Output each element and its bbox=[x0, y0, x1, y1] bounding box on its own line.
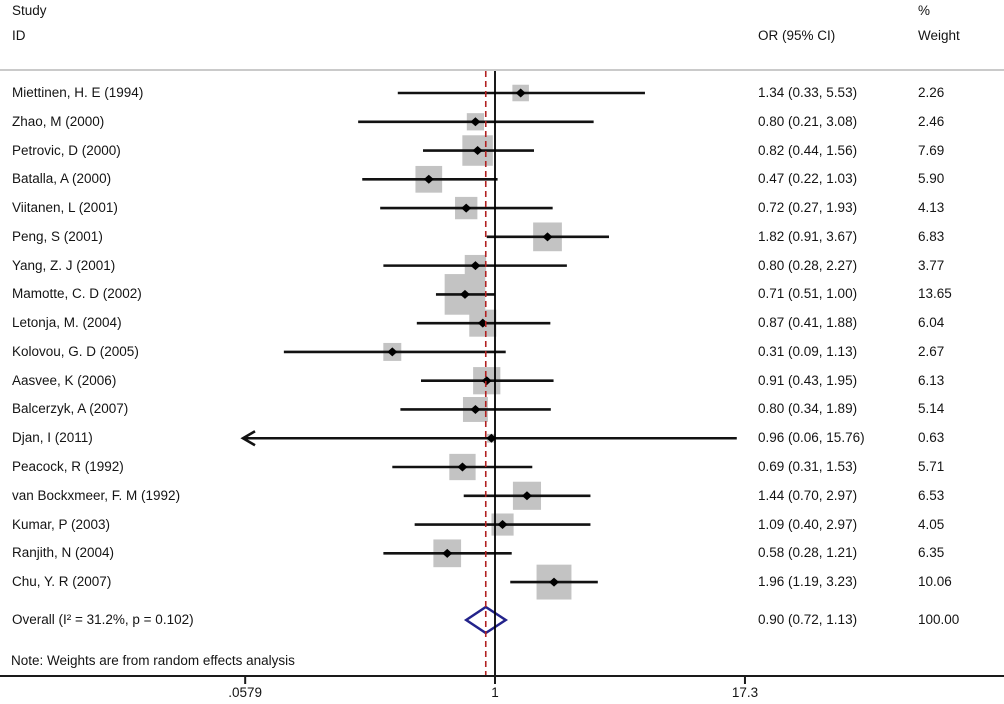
or-value: 0.80 (0.28, 2.27) bbox=[758, 257, 858, 273]
or-value: 1.34 (0.33, 5.53) bbox=[758, 85, 858, 100]
overall-diamond bbox=[463, 605, 509, 635]
effect-marker bbox=[470, 404, 481, 414]
axis-tick-label: 1 bbox=[491, 685, 499, 700]
or-value: 0.47 (0.22, 1.03) bbox=[758, 171, 858, 187]
weight-value: 6.83 bbox=[918, 228, 945, 244]
effect-marker bbox=[486, 433, 497, 443]
study-label: Batalla, A (2000) bbox=[12, 171, 112, 187]
weight-value: 0.63 bbox=[918, 430, 945, 446]
effect-marker bbox=[497, 520, 508, 530]
weight-value: 3.77 bbox=[918, 257, 945, 273]
percent-header: % bbox=[918, 3, 931, 18]
study-header-line1: Study bbox=[12, 3, 47, 18]
or-value: 0.72 (0.27, 1.93) bbox=[758, 200, 858, 216]
weight-column-header: Weight bbox=[918, 28, 960, 43]
effect-marker bbox=[470, 117, 481, 127]
study-label: Petrovic, D (2000) bbox=[12, 142, 121, 158]
study-label: Yang, Z. J (2001) bbox=[12, 257, 116, 273]
study-header-line2: ID bbox=[12, 28, 26, 43]
or-value: 0.82 (0.44, 1.56) bbox=[758, 142, 858, 158]
or-value: 0.80 (0.34, 1.89) bbox=[758, 401, 858, 417]
axis-tick-label: .0579 bbox=[228, 685, 263, 700]
study-label: Mamotte, C. D (2002) bbox=[12, 286, 142, 302]
weight-value: 2.26 bbox=[918, 85, 945, 100]
study-label: Letonja, M. (2004) bbox=[12, 315, 122, 331]
effect-marker bbox=[542, 232, 553, 242]
or-value: 0.69 (0.31, 1.53) bbox=[758, 459, 858, 474]
weight-value: 5.71 bbox=[918, 459, 945, 474]
or-value: 0.58 (0.28, 1.21) bbox=[758, 545, 858, 561]
or-value: 0.96 (0.06, 15.76) bbox=[758, 430, 865, 446]
study-label: Miettinen, H. E (1994) bbox=[12, 85, 144, 100]
study-label: Viitanen, L (2001) bbox=[12, 200, 118, 216]
or-column-header: OR (95% CI) bbox=[758, 28, 836, 43]
or-value: 0.91 (0.43, 1.95) bbox=[758, 372, 858, 388]
effect-marker bbox=[481, 376, 492, 386]
weight-value: 7.69 bbox=[918, 142, 945, 158]
effect-marker bbox=[423, 174, 434, 184]
or-value: 1.44 (0.70, 2.97) bbox=[758, 487, 858, 503]
weight-value: 6.13 bbox=[918, 372, 945, 388]
study-label: Aasvee, K (2006) bbox=[12, 372, 117, 388]
study-label: Peacock, R (1992) bbox=[12, 459, 124, 474]
effect-marker bbox=[387, 347, 398, 357]
overall-label: Overall (I² = 31.2%, p = 0.102) bbox=[12, 612, 194, 627]
weight-value: 13.65 bbox=[918, 286, 952, 302]
study-label: Ranjith, N (2004) bbox=[12, 545, 115, 561]
weight-value: 4.05 bbox=[918, 516, 945, 532]
overall-or-value: 0.90 (0.72, 1.13) bbox=[758, 612, 858, 627]
weight-value: 5.90 bbox=[918, 171, 945, 187]
weight-value: 5.14 bbox=[918, 401, 945, 417]
weight-value: 2.46 bbox=[918, 113, 945, 129]
left-arrow-icon bbox=[240, 430, 256, 447]
study-label: Peng, S (2001) bbox=[12, 228, 103, 244]
study-label: Kolovou, G. D (2005) bbox=[12, 343, 139, 359]
weight-value: 6.04 bbox=[918, 315, 945, 331]
study-label: Kumar, P (2003) bbox=[12, 516, 111, 532]
study-label: Balcerzyk, A (2007) bbox=[12, 401, 129, 417]
weight-value: 6.35 bbox=[918, 545, 945, 561]
study-label: Djan, I (2011) bbox=[12, 430, 93, 446]
weight-value: 4.13 bbox=[918, 200, 945, 216]
study-label: Zhao, M (2000) bbox=[12, 113, 105, 129]
note-text: Note: Weights are from random effects an… bbox=[11, 653, 295, 668]
study-label: van Bockxmeer, F. M (1992) bbox=[12, 487, 181, 503]
or-value: 1.82 (0.91, 3.67) bbox=[758, 228, 858, 244]
study-label: Chu, Y. R (2007) bbox=[12, 574, 112, 590]
weight-value: 6.53 bbox=[918, 487, 945, 503]
effect-marker bbox=[549, 577, 560, 587]
weight-value: 2.67 bbox=[918, 343, 945, 359]
or-value: 1.96 (1.19, 3.23) bbox=[758, 574, 858, 590]
effect-marker bbox=[457, 462, 468, 472]
effect-marker bbox=[459, 289, 470, 299]
or-value: 0.87 (0.41, 1.88) bbox=[758, 315, 858, 331]
overall-weight-value: 100.00 bbox=[918, 612, 960, 627]
axis-tick-label: 17.3 bbox=[731, 685, 759, 700]
weight-value: 10.06 bbox=[918, 574, 952, 590]
effect-marker bbox=[442, 548, 453, 558]
or-value: 0.71 (0.51, 1.00) bbox=[758, 286, 858, 302]
or-value: 0.80 (0.21, 3.08) bbox=[758, 113, 858, 129]
effect-marker bbox=[461, 203, 472, 213]
effect-marker bbox=[472, 146, 483, 156]
or-value: 0.31 (0.09, 1.13) bbox=[758, 343, 858, 359]
effect-marker bbox=[470, 261, 481, 271]
effect-marker bbox=[521, 491, 532, 501]
or-value: 1.09 (0.40, 2.97) bbox=[758, 516, 858, 532]
effect-marker bbox=[515, 88, 526, 98]
